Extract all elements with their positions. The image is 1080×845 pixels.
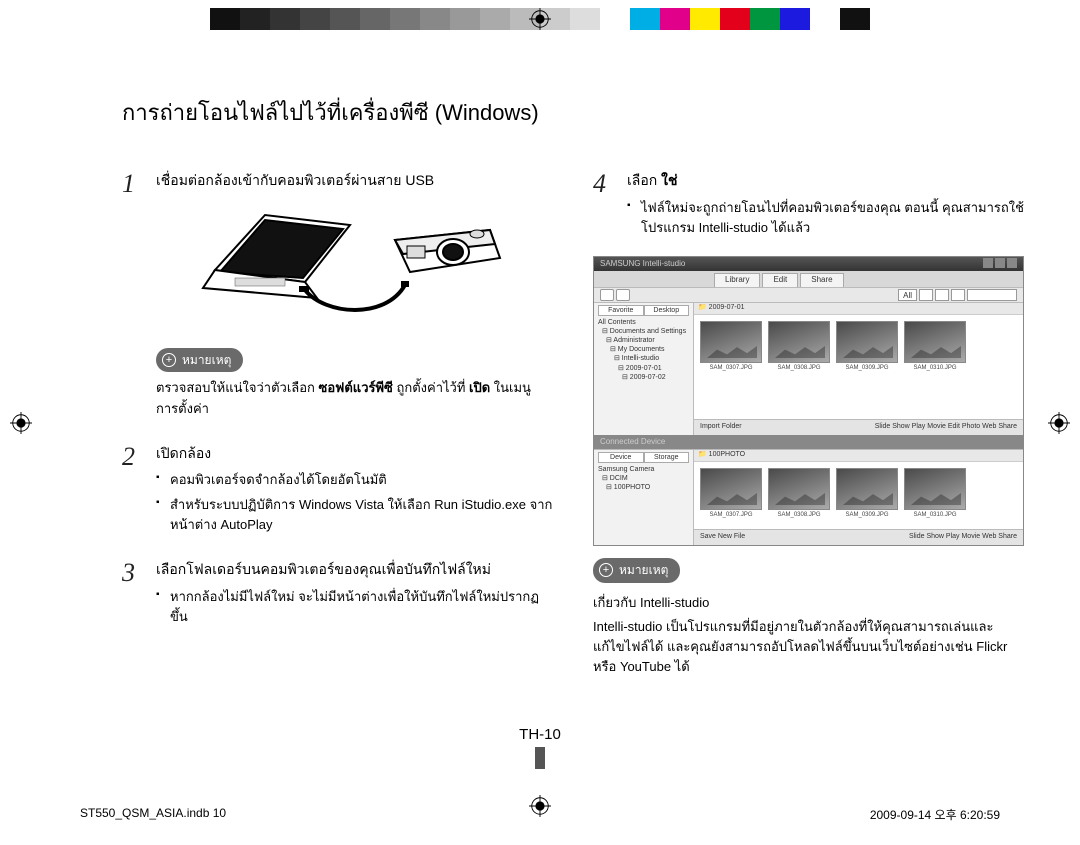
tree-item[interactable]: ⊟ Documents and Settings [598,327,689,336]
plus-icon: + [162,353,176,367]
thumbnail[interactable]: SAM_0309.JPG [836,468,898,520]
note-body: Intelli-studio เป็นโปรแกรมที่มีอยู่ภายใน… [593,617,1024,677]
tree-item[interactable]: ⊟ 100PHOTO [598,483,689,492]
breadcrumb: 📁 100PHOTO [694,450,1023,462]
note-text: ตรวจสอบให้แน่ใจว่าตัวเลือก ซอฟต์แวร์พีซี… [156,378,553,418]
page-number: TH-10 [0,726,1080,769]
footer-timestamp: 2009-09-14 오후 6:20:59 [870,806,1000,823]
sidetab-desktop[interactable]: Desktop [644,305,690,316]
note-pill: + หมายเหตุ [156,348,243,373]
page-title: การถ่ายโอนไฟล์ไปไว้ที่เครื่องพีซี (Windo… [122,95,1024,130]
filter-icon[interactable] [951,289,965,301]
filter-all[interactable]: All [898,289,917,301]
step-2: 2 เปิดกล้อง คอมพิวเตอร์จดจำกล้องได้โดยอั… [122,437,553,539]
step-text: เลือกโฟลเดอร์บนคอมพิวเตอร์ของคุณเพื่อบัน… [156,559,553,581]
tree-item[interactable]: ⊟ Administrator [598,336,689,345]
main-tabs: Library Edit Share [594,271,1023,287]
thumbnail[interactable]: SAM_0310.JPG [904,321,966,373]
nav-back-icon[interactable] [600,289,614,301]
sidebar-top: Favorite Desktop All Contents⊟ Documents… [594,303,694,435]
filter-icon[interactable] [919,289,933,301]
step-number: 1 [122,164,142,334]
breadcrumb: 📁 2009-07-01 [694,303,1023,315]
thumbnail[interactable]: SAM_0309.JPG [836,321,898,373]
thumbnail[interactable]: SAM_0310.JPG [904,468,966,520]
print-footer: ST550_QSM_ASIA.indb 10 2009-09-14 오후 6:2… [80,806,1000,823]
bullet: ไฟล์ใหม่จะถูกถ่ายโอนไปที่คอมพิวเตอร์ของค… [627,198,1024,238]
footer-filename: ST550_QSM_ASIA.indb 10 [80,806,226,823]
right-column: 4 เลือก ใช่ ไฟล์ใหม่จะถูกถ่ายโอนไปที่คอม… [593,164,1024,677]
step-number: 4 [593,164,613,242]
panel-footer: Save New File Slide Show Play Movie Web … [694,529,1023,545]
filter-icon[interactable] [935,289,949,301]
note-heading: เกี่ยวกับ Intelli-studio [593,593,1024,613]
folder-tree: All Contents⊟ Documents and Settings⊟ Ad… [598,318,689,382]
step-number: 2 [122,437,142,539]
page-content: การถ่ายโอนไฟล์ไปไว้ที่เครื่องพีซี (Windo… [122,95,1024,755]
left-column: 1 เชื่อมต่อกล้องเข้ากับคอมพิวเตอร์ผ่านสา… [122,164,553,677]
device-tree: Samsung Camera⊟ DCIM⊟ 100PHOTO [598,465,689,492]
bullet: หากกล้องไม่มีไฟล์ใหม่ จะไม่มีหน้าต่างเพื… [156,587,553,627]
panel-footer: Import Folder Slide Show Play Movie Edit… [694,419,1023,435]
tree-item[interactable]: ⊟ DCIM [598,474,689,483]
registration-mark-left [10,412,32,434]
sidebar-bottom: Device Storage Samsung Camera⊟ DCIM⊟ 100… [594,450,694,545]
bullet: สำหรับระบบปฏิบัติการ Windows Vista ให้เล… [156,495,553,535]
sidetab-storage[interactable]: Storage [644,452,690,463]
page-number-bar [535,747,545,769]
tree-item[interactable]: ⊟ 2009-07-02 [598,373,689,382]
step-text: เลือก ใช่ [627,170,1024,192]
registration-mark-right [1048,412,1070,434]
tree-item[interactable]: ⊟ My Documents [598,345,689,354]
thumbnail-grid: SAM_0307.JPGSAM_0308.JPGSAM_0309.JPGSAM_… [694,462,1023,529]
thumbnail[interactable]: SAM_0307.JPG [700,468,762,520]
step-4: 4 เลือก ใช่ ไฟล์ใหม่จะถูกถ่ายโอนไปที่คอม… [593,164,1024,242]
thumbnail[interactable]: SAM_0307.JPG [700,321,762,373]
tree-item[interactable]: ⊟ Intelli-studio [598,354,689,363]
tab-share[interactable]: Share [800,273,843,287]
tab-library[interactable]: Library [714,273,760,287]
device-panel-title: Connected Device [594,435,1023,449]
thumbnail[interactable]: SAM_0308.JPG [768,321,830,373]
import-folder-button[interactable]: Import Folder [700,422,742,433]
tree-item[interactable]: All Contents [598,318,689,327]
nav-fwd-icon[interactable] [616,289,630,301]
thumbnail[interactable]: SAM_0308.JPG [768,468,830,520]
tree-item[interactable]: Samsung Camera [598,465,689,474]
step-1: 1 เชื่อมต่อกล้องเข้ากับคอมพิวเตอร์ผ่านสา… [122,164,553,334]
save-new-file-button[interactable]: Save New File [700,532,745,543]
toolbar: All [594,287,1023,303]
step-number: 3 [122,553,142,631]
plus-icon: + [599,563,613,577]
step-text: เชื่อมต่อกล้องเข้ากับคอมพิวเตอร์ผ่านสาย … [156,170,553,192]
step-3: 3 เลือกโฟลเดอร์บนคอมพิวเตอร์ของคุณเพื่อบ… [122,553,553,631]
tree-item[interactable]: ⊟ 2009-07-01 [598,364,689,373]
registration-mark-top [529,8,551,30]
note-label: หมายเหตุ [182,351,231,370]
tab-edit[interactable]: Edit [762,273,798,287]
window-titlebar: SAMSUNG Intelli-studio [594,257,1023,271]
thumbnail-grid: SAM_0307.JPGSAM_0308.JPGSAM_0309.JPGSAM_… [694,315,1023,419]
window-title: SAMSUNG Intelli-studio [600,258,685,270]
intelli-studio-screenshot: SAMSUNG Intelli-studio Library Edit Shar… [593,256,1024,546]
bullet: คอมพิวเตอร์จดจำกล้องได้โดยอัตโนมัติ [156,470,553,490]
window-buttons [981,258,1017,270]
note-label: หมายเหตุ [619,561,668,580]
usb-connection-illustration [156,200,553,320]
note-pill: + หมายเหตุ [593,558,680,583]
step-text: เปิดกล้อง [156,443,553,465]
search-box[interactable] [967,289,1017,301]
sidetab-favorite[interactable]: Favorite [598,305,644,316]
sidetab-device[interactable]: Device [598,452,644,463]
